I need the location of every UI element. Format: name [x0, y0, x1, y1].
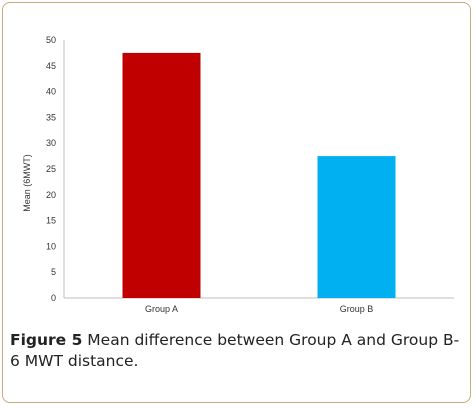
- bar-group-b: [317, 156, 396, 298]
- y-tick-labels: 0 5 10 15 20 25 30 35 40 45 50: [46, 35, 56, 303]
- x-tick-label: Group B: [340, 304, 374, 314]
- y-tick-label: 35: [46, 112, 56, 122]
- x-tick-labels: Group A Group B: [145, 304, 373, 314]
- y-tick-label: 5: [51, 267, 56, 277]
- bar-chart: 0 5 10 15 20 25 30 35 40 45 50 Group A Group B Mean…: [22, 35, 454, 314]
- x-tick-label: Group A: [145, 304, 178, 314]
- y-tick-label: 30: [46, 138, 56, 148]
- bar-group-a: [122, 52, 201, 299]
- y-tick-label: 25: [46, 164, 56, 174]
- caption-lead: Figure 5: [10, 331, 83, 349]
- y-tick-label: 20: [46, 190, 56, 200]
- y-tick-label: 45: [46, 61, 56, 71]
- y-tick-label: 40: [46, 87, 56, 97]
- y-tick-label: 15: [46, 216, 56, 226]
- y-axis-title: Mean (6MWT): [22, 154, 32, 212]
- caption-text: Mean difference between Group A and Grou…: [10, 331, 460, 370]
- y-tick-label: 0: [51, 293, 56, 303]
- y-tick-label: 10: [46, 241, 56, 251]
- y-tick-label: 50: [46, 35, 56, 45]
- bars: [122, 52, 396, 299]
- figure-caption: Figure 5 Mean difference between Group A…: [10, 330, 466, 372]
